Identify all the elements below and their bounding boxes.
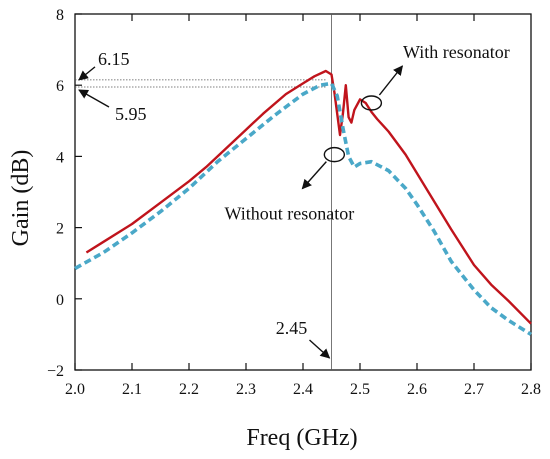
without-resonator-arrow <box>301 161 327 190</box>
series-line-with-resonator <box>85 69 532 325</box>
x-tick-label: 2.7 <box>464 381 484 398</box>
y-tick-label: 0 <box>56 292 64 309</box>
series-lines <box>74 69 532 336</box>
peak-with-label: 6.15 <box>98 49 130 69</box>
center-freq-arrow <box>309 339 331 359</box>
x-tick-label: 2.6 <box>407 381 427 398</box>
x-tick-label: 2.1 <box>122 381 142 398</box>
y-tick-label: 4 <box>56 149 64 166</box>
with-resonator-arrow <box>378 65 404 96</box>
peak-with-arrow <box>78 66 96 81</box>
y-tick-label: −2 <box>47 363 64 380</box>
annotations: 6.15 5.95 2.45 With resonator Without resona… <box>78 42 510 359</box>
without-resonator-marker <box>323 146 346 163</box>
without-resonator-label: Without resonator <box>224 204 354 224</box>
x-tick-label: 2.0 <box>65 381 85 398</box>
x-tick-label: 2.3 <box>236 381 256 398</box>
x-axis-title: Freq (GHz) <box>246 425 357 451</box>
y-tick-label: 2 <box>56 221 64 238</box>
with-resonator-label: With resonator <box>403 42 510 62</box>
x-tick-label: 2.5 <box>350 381 370 398</box>
with-resonator-marker <box>360 95 383 111</box>
peak-without-label: 5.95 <box>115 104 147 124</box>
center-freq-label: 2.45 <box>276 318 308 338</box>
x-tick-label: 2.4 <box>293 381 313 398</box>
x-tick-label: 2.2 <box>179 381 199 398</box>
y-tick-label: 6 <box>56 78 64 95</box>
x-tick-label: 2.8 <box>521 381 541 398</box>
series-line-without-resonator <box>74 81 532 336</box>
peak-without-arrow <box>78 89 110 108</box>
y-axis-title: Gain (dB) <box>8 150 34 247</box>
y-tick-label: 8 <box>56 7 64 24</box>
axis-ticks: 2.0 2.1 2.2 2.3 2.4 2.5 2.6 2.7 2.8 −2 0 2 4 6 8 <box>47 7 541 398</box>
plot-area <box>74 13 532 371</box>
